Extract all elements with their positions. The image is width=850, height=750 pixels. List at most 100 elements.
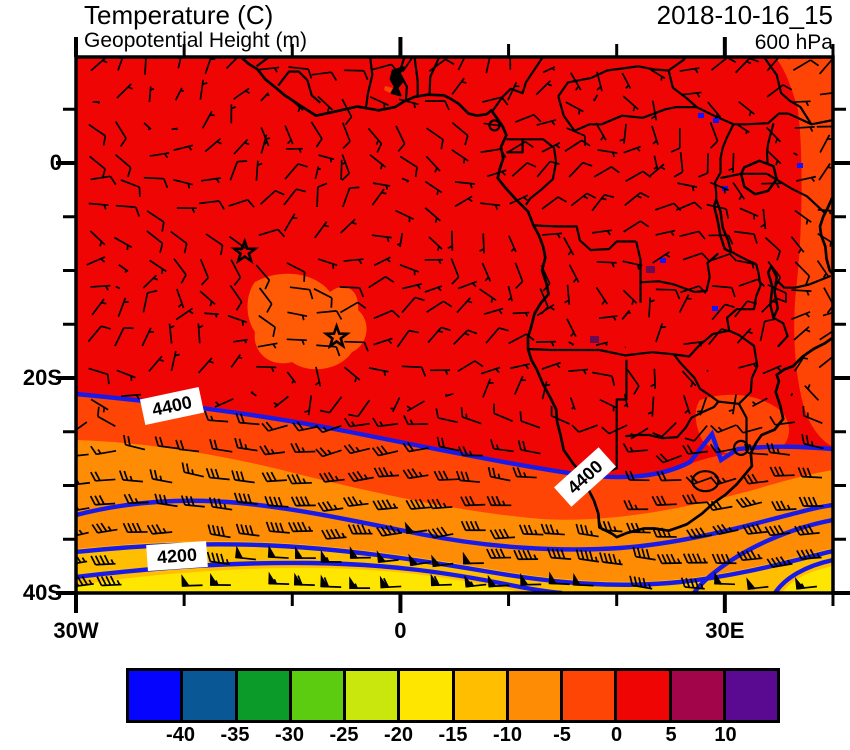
wind-barb [794,126,815,132]
wind-barb [176,288,185,309]
country-border [765,122,775,165]
wind-barb [535,340,557,347]
cold-speck-purple [590,336,599,343]
wind-barb [268,571,290,586]
country-border [557,96,697,132]
wind-barb [286,338,307,345]
wind-barb [90,284,111,291]
wind-barb [168,323,175,344]
wind-barb [710,253,738,262]
wind-barb [681,370,697,388]
wind-barb [88,367,110,385]
wind-barb [230,259,242,286]
colorbar-cell [129,671,181,720]
wind-barb [456,297,473,314]
wind-barb [761,297,786,313]
wind-barb [648,163,666,178]
country-border [413,57,419,97]
wind-barb [623,499,649,511]
colorbar-tick-label: 0 [610,724,623,746]
wind-barb [398,98,419,109]
wind-barb [349,576,371,589]
wind-barb [679,230,706,240]
wind-barb [819,330,833,341]
wind-barb [790,100,811,107]
wind-barb [259,189,285,205]
colorbar-tick-label: -25 [329,724,359,746]
wind-barb [535,80,553,96]
wind-barb [401,296,425,314]
wind-barb [92,101,100,105]
wind-barb [796,175,816,183]
wind-barb [652,251,671,264]
country-border [428,57,441,95]
temp-band-yellow-left [76,567,530,593]
wind-barb [304,395,313,416]
wind-barb [706,203,730,219]
wind-barb [401,365,427,377]
wind-barb [791,311,811,321]
wind-barb [197,357,214,374]
colorbar-cell [505,671,560,720]
cold-speck [712,306,718,311]
wind-barb [480,366,501,375]
wind-barb [507,81,520,101]
wind-barb [122,522,148,534]
wind-barb [650,69,666,81]
contour-label: 4200 [146,540,208,572]
colorbar-cell [722,671,777,720]
wind-barb [514,113,542,123]
wind-barb [487,574,510,588]
wind-barb [746,577,769,590]
wind-barb [314,221,329,239]
wind-barb [371,188,387,206]
wind-barb [734,300,758,318]
wind-barb [541,196,567,210]
wind-barb [258,228,286,238]
wind-barb [233,338,248,344]
wind-barb [548,571,570,586]
wind-barb [736,327,753,344]
wind-barb [451,149,469,164]
wind-barb [343,443,370,455]
wind-barb [451,77,467,95]
country-border [772,316,789,348]
wind-barb [200,177,222,184]
wind-barb [764,524,791,537]
wind-barb [426,127,444,150]
wind-barb [593,166,620,178]
wind-barb [481,262,492,282]
wind-barb [626,522,651,534]
east-africa-coastline [818,194,833,277]
wind-barb [314,166,321,180]
country-border [527,347,675,357]
wind-barb [564,284,571,305]
wind-barb [629,575,653,590]
wind-barb [734,57,760,74]
y-axis-label: 0 [49,150,62,175]
wind-barb [123,493,149,505]
wind-barb [317,95,334,112]
wind-barb [233,138,250,155]
wind-barb [678,294,692,313]
wind-barb [431,554,454,568]
wind-barb [91,522,118,534]
wind-barb [347,524,373,535]
wind-barb [485,57,491,74]
wind-barb [171,127,178,131]
wind-barb [622,289,638,305]
wind-barb [284,163,308,180]
wind-barb [793,326,811,341]
cold-speck [660,258,666,263]
wind-barb [408,553,431,567]
wind-barb [146,210,165,232]
wind-barb [540,523,565,536]
wind-barb [339,286,365,298]
wind-barb [339,301,367,314]
wind-barb [460,495,486,507]
wind-barb [255,264,271,290]
wind-barb [209,573,231,586]
wind-barb [402,442,429,453]
wind-barb [114,120,127,148]
wind-barb [709,475,737,486]
